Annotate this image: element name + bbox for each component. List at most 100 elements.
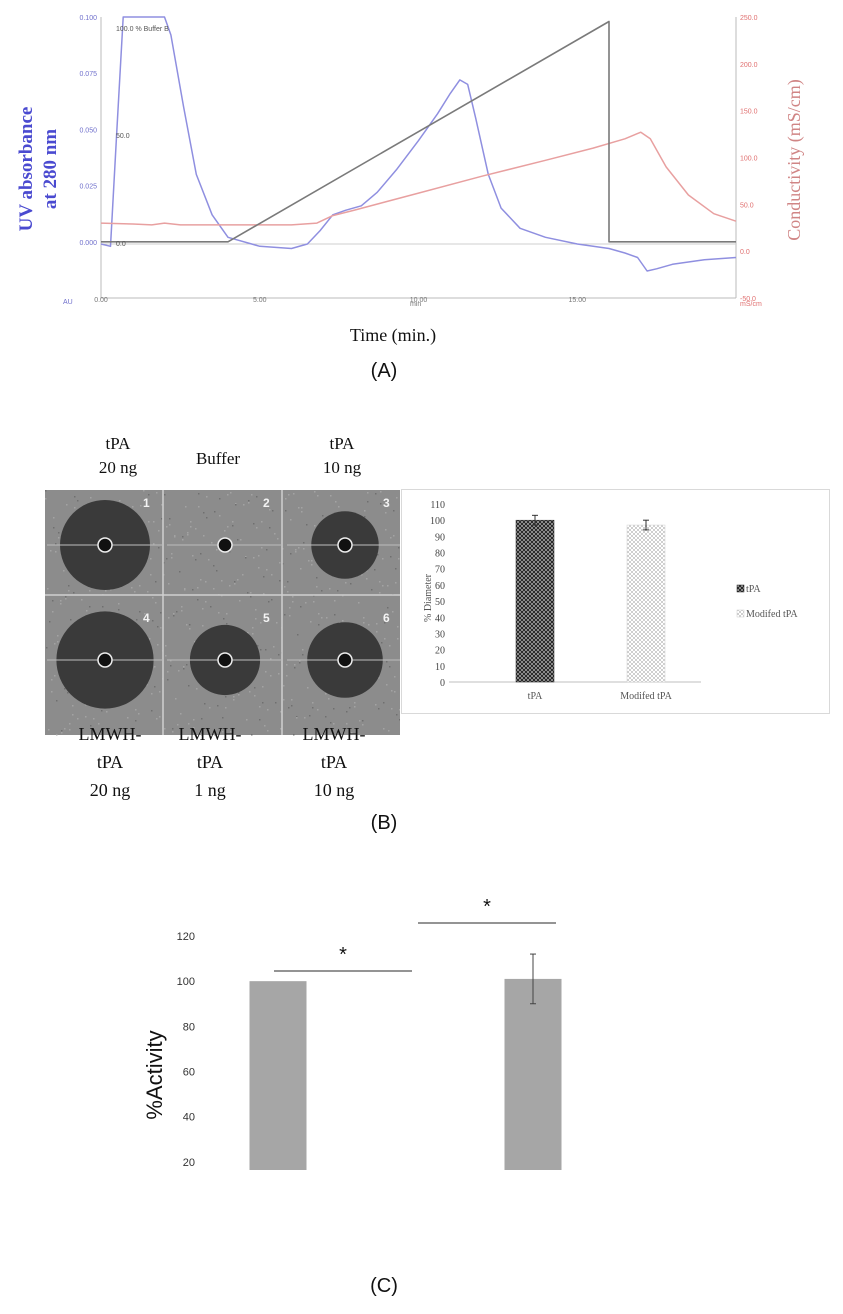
plate-speckle [252, 627, 254, 629]
plate-speckle [394, 676, 396, 678]
plate-speckle [293, 493, 295, 495]
plate-speckle [149, 638, 151, 640]
chromatogram-chart: 0.100 0.075 0.050 0.025 0.000 250.0 200.0 150.… [16, 15, 805, 346]
significance-star: * [339, 944, 347, 966]
plate-speckle [155, 581, 157, 583]
plate-speckle [102, 606, 104, 608]
ms-unit-label: mS/cm [740, 301, 762, 308]
plate-speckle [74, 496, 76, 498]
conductivity-tick-label: -50.0 [740, 296, 756, 303]
time-tick-label: 5.00 [253, 297, 267, 304]
plate-speckle [384, 638, 386, 640]
plate-speckle [159, 716, 161, 718]
plate-speckle [399, 709, 400, 711]
plate-speckle [306, 524, 308, 526]
plate-speckle [77, 500, 79, 502]
diameter-tick-label: 10 [435, 662, 445, 673]
diameter-tick-label: 60 [435, 581, 445, 592]
plate-speckle [298, 547, 300, 549]
plate-speckle [50, 550, 52, 552]
plate-speckle [389, 666, 391, 668]
plate-speckle [287, 591, 289, 593]
plate-speckle [89, 606, 91, 608]
legend-swatch [736, 609, 745, 618]
plate-speckle [216, 570, 218, 572]
plate-speckle [258, 555, 260, 557]
plate-speckle [206, 517, 208, 519]
plate-speckle [309, 715, 311, 717]
plate-speckle [200, 579, 202, 581]
plate-speckle [202, 625, 204, 627]
plate-speckle [392, 611, 394, 613]
plate-speckle [206, 496, 208, 498]
plate-speckle [222, 717, 224, 719]
au-unit-label: AU [63, 299, 73, 306]
plate-speckle [63, 570, 65, 572]
plate-speckle [304, 717, 306, 719]
plate-speckle [235, 504, 237, 506]
plate-speckle [269, 527, 271, 529]
plate-speckle [237, 579, 239, 581]
plate-speckle [266, 569, 268, 571]
plate-speckle [147, 591, 149, 593]
plate-speckle [189, 624, 191, 626]
diameter-category-label: tPA [528, 691, 543, 702]
plate-speckle [239, 600, 241, 602]
plate-speckle [119, 500, 121, 502]
plate-speckle [280, 728, 282, 730]
plate-speckle [345, 582, 347, 584]
plate-speckle [53, 527, 55, 529]
plate-speckle [110, 589, 112, 591]
plate-speckle [269, 509, 271, 511]
plate-speckle [54, 675, 56, 677]
activity-tick-label: 60 [183, 1067, 195, 1079]
plate-speckle [226, 623, 228, 625]
plate-speckle [293, 734, 295, 736]
plate-speckle [295, 551, 297, 553]
plate-speckle [376, 631, 378, 633]
plate-speckle [179, 571, 181, 573]
plate-speckle [271, 599, 273, 601]
plate-speckle [379, 592, 381, 594]
plate-speckle [267, 709, 269, 711]
uv-axis-title-line1: UV absorbance [16, 107, 37, 232]
plate-speckle [285, 498, 287, 500]
plate-bottom-label: LMWH- [79, 724, 142, 744]
plate-speckle [367, 501, 369, 503]
plate-speckle [172, 731, 174, 733]
plate-speckle [68, 585, 70, 587]
plate-speckle [203, 535, 205, 537]
plate-speckle [395, 582, 397, 584]
plate-speckle [216, 549, 218, 551]
diameter-tick-label: 50 [435, 597, 445, 608]
plate-speckle [378, 677, 380, 679]
plate-speckle [180, 713, 182, 715]
plate-speckle [53, 517, 55, 519]
plate-speckle [368, 624, 370, 626]
diameter-tick-label: 20 [435, 646, 445, 657]
plate-speckle [209, 707, 211, 709]
plate-speckle [389, 645, 391, 647]
plate-speckle [143, 490, 145, 492]
plate-speckle [187, 534, 189, 536]
plate-speckle [139, 585, 141, 587]
plate-speckle [296, 717, 298, 719]
plate-speckle [60, 603, 62, 605]
uv-tick-label: 0.100 [79, 15, 97, 22]
plate-bottom-labels: LMWH-tPA 20 ng LMWH-tPA 1 ng LMWH-tPA 10 ng [79, 724, 366, 800]
plate-speckle [234, 583, 236, 585]
plate-speckle [182, 536, 184, 538]
plate-top-label: 10 ng [323, 458, 362, 477]
series-line-1 [100, 131, 737, 226]
plate-speckle [184, 589, 186, 591]
plate-speckle [226, 613, 228, 615]
plate-speckle [205, 581, 207, 583]
chromatogram-series [100, 16, 737, 272]
plate-speckle [310, 621, 312, 623]
plate-speckle [255, 609, 257, 611]
series-line-2 [101, 20, 736, 243]
plate-speckle [81, 599, 83, 601]
plate-speckle [288, 494, 290, 496]
plate-speckle [159, 691, 161, 693]
plate-speckle [268, 620, 270, 622]
